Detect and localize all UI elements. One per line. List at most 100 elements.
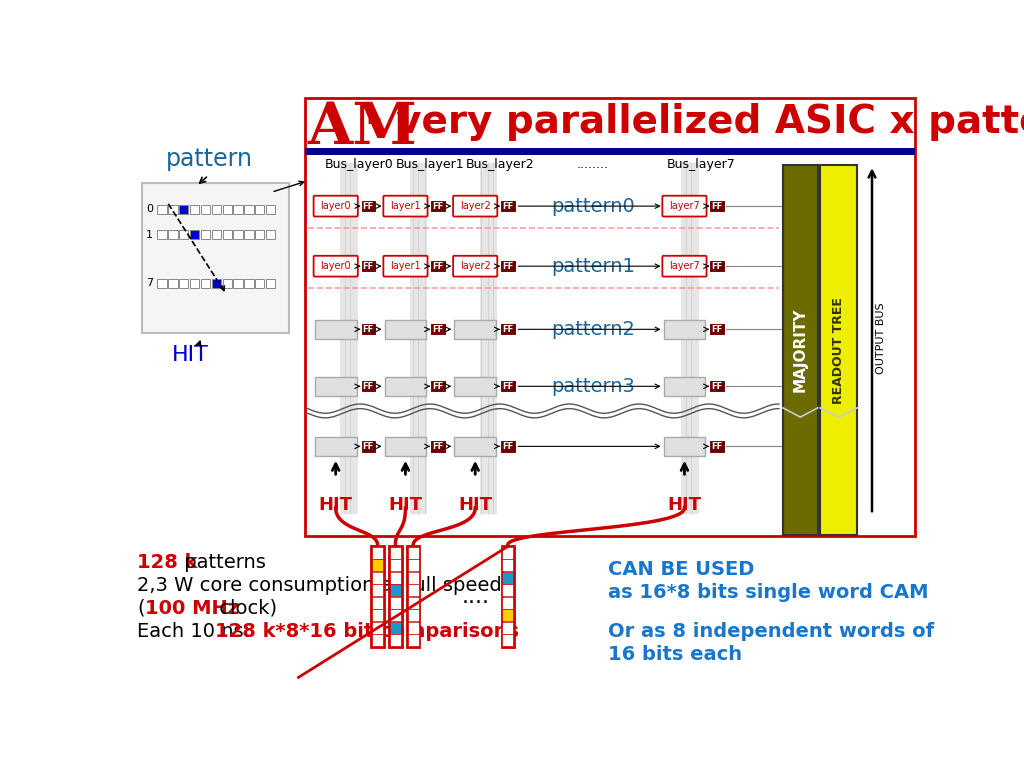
FancyBboxPatch shape — [663, 196, 707, 217]
FancyBboxPatch shape — [313, 196, 357, 217]
FancyBboxPatch shape — [663, 256, 707, 276]
Bar — [158, 204, 167, 214]
Bar — [503, 559, 513, 571]
Bar — [233, 204, 243, 214]
Bar — [142, 183, 289, 333]
Text: FF: FF — [502, 202, 513, 210]
Bar — [710, 260, 725, 273]
Bar — [500, 260, 515, 273]
Bar — [407, 547, 420, 647]
FancyBboxPatch shape — [313, 256, 357, 276]
Text: Bus_layer7: Bus_layer7 — [667, 158, 736, 171]
Text: layer2: layer2 — [460, 261, 490, 271]
Text: (: ( — [137, 599, 144, 617]
Bar — [266, 279, 275, 288]
Text: HIT: HIT — [388, 496, 423, 515]
Bar — [385, 437, 426, 455]
Bar — [314, 320, 356, 339]
Bar — [503, 609, 513, 621]
Text: pattern2: pattern2 — [551, 319, 635, 339]
Text: FF: FF — [502, 262, 513, 270]
Text: 128 k*8*16 bit comparisons: 128 k*8*16 bit comparisons — [215, 622, 519, 641]
Bar — [372, 547, 384, 647]
Text: FF: FF — [362, 325, 374, 334]
Bar — [408, 597, 419, 608]
Bar — [305, 147, 915, 154]
Text: layer1: layer1 — [390, 261, 421, 271]
Text: FF: FF — [712, 325, 723, 334]
Bar — [390, 609, 400, 621]
Text: Bus_layer2: Bus_layer2 — [466, 158, 535, 171]
Bar — [503, 622, 513, 634]
Text: OUTPUT BUS: OUTPUT BUS — [877, 303, 887, 374]
Text: AM: AM — [308, 100, 418, 156]
Text: FF: FF — [712, 262, 723, 270]
Bar — [233, 279, 243, 288]
Text: Each 10 ns:: Each 10 ns: — [137, 622, 257, 641]
Bar — [385, 377, 426, 396]
Text: 128 k: 128 k — [137, 553, 198, 571]
Bar — [503, 547, 513, 558]
Bar — [664, 437, 706, 455]
Bar — [255, 204, 264, 214]
Text: as 16*8 bits single word CAM: as 16*8 bits single word CAM — [608, 584, 929, 602]
Text: Bus_layer0: Bus_layer0 — [325, 158, 393, 171]
Bar — [664, 320, 706, 339]
Text: 1: 1 — [146, 230, 154, 240]
Text: FF: FF — [362, 202, 374, 210]
Bar — [372, 622, 383, 634]
Text: FF: FF — [432, 382, 443, 391]
Text: FF: FF — [432, 442, 443, 451]
Text: 2,3 W core consumption at full speed: 2,3 W core consumption at full speed — [137, 576, 502, 594]
Bar — [201, 230, 210, 239]
Text: Or as 8 independent words of: Or as 8 independent words of — [608, 622, 935, 641]
Bar — [710, 380, 725, 392]
Bar — [168, 204, 177, 214]
Bar — [500, 380, 515, 392]
Text: Bus_layer1: Bus_layer1 — [396, 158, 465, 171]
Bar — [430, 260, 445, 273]
FancyBboxPatch shape — [453, 196, 498, 217]
Bar — [212, 204, 221, 214]
Text: FF: FF — [712, 442, 723, 451]
Bar — [179, 204, 188, 214]
Bar — [222, 204, 231, 214]
Bar — [360, 440, 376, 452]
Bar — [179, 279, 188, 288]
Bar — [390, 547, 400, 558]
Bar — [503, 634, 513, 646]
Text: FF: FF — [502, 382, 513, 391]
Bar — [314, 377, 356, 396]
Text: ....: .... — [461, 587, 489, 607]
Text: FF: FF — [362, 262, 374, 270]
Text: layer0: layer0 — [321, 201, 351, 211]
Bar — [212, 279, 221, 288]
Bar — [245, 230, 254, 239]
Bar — [408, 622, 419, 634]
Text: 16 bits each: 16 bits each — [608, 645, 742, 664]
Text: layer7: layer7 — [669, 201, 699, 211]
Text: FF: FF — [432, 202, 443, 210]
Text: 7: 7 — [146, 278, 154, 288]
Bar — [305, 98, 915, 536]
Bar — [212, 230, 221, 239]
Bar — [390, 622, 400, 634]
Text: layer0: layer0 — [321, 261, 351, 271]
Text: HIT: HIT — [458, 496, 493, 515]
Bar — [314, 437, 356, 455]
Bar — [390, 572, 400, 584]
Text: FF: FF — [432, 325, 443, 334]
Bar — [390, 584, 400, 596]
Bar — [222, 230, 231, 239]
Bar — [408, 584, 419, 596]
Bar — [179, 230, 188, 239]
Text: clock): clock) — [213, 599, 278, 617]
Bar — [503, 597, 513, 608]
Bar — [245, 279, 254, 288]
Text: HIT: HIT — [172, 345, 209, 365]
Bar — [190, 279, 200, 288]
Text: pattern: pattern — [166, 147, 253, 170]
Bar — [664, 377, 706, 396]
Text: ........: ........ — [577, 158, 609, 171]
Bar — [455, 320, 496, 339]
